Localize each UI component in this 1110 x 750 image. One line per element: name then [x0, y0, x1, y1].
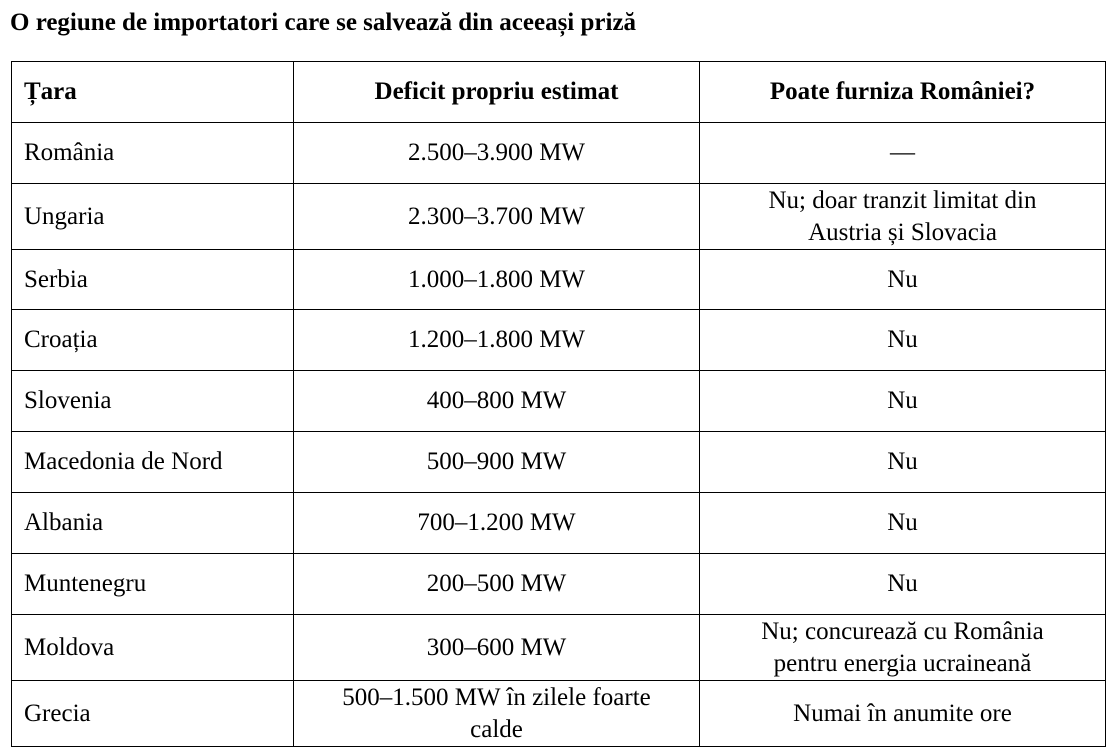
country-cell: Albania [11, 492, 294, 554]
supply-cell: Nu [699, 370, 1106, 432]
deficit-cell: 500–1.500 MW în zilele foarte calde [293, 680, 700, 747]
supply-cell: Nu [699, 309, 1106, 371]
deficit-cell: 2.500–3.900 MW [293, 122, 700, 184]
country-cell: Muntenegru [11, 553, 294, 615]
supply-cell: Nu [699, 492, 1106, 554]
supply-cell: — [699, 122, 1106, 184]
supply-cell: Numai în anumite ore [699, 680, 1106, 747]
deficit-cell: 400–800 MW [293, 370, 700, 432]
country-cell: Serbia [11, 249, 294, 310]
table-row: Serbia 1.000–1.800 MW Nu [11, 249, 1106, 310]
country-cell: Macedonia de Nord [11, 431, 294, 493]
deficit-cell: 500–900 MW [293, 431, 700, 493]
table-row: Grecia 500–1.500 MW în zilele foarte cal… [11, 680, 1106, 747]
header-deficit: Deficit propriu estimat [293, 61, 700, 123]
country-cell: Grecia [11, 680, 294, 747]
country-cell: România [11, 122, 294, 184]
deficit-cell: 300–600 MW [293, 614, 700, 681]
deficit-cell: 2.300–3.700 MW [293, 183, 700, 250]
supply-cell: Nu [699, 249, 1106, 310]
country-cell: Ungaria [11, 183, 294, 250]
country-cell: Moldova [11, 614, 294, 681]
header-country: Țara [11, 61, 294, 123]
country-cell: Croația [11, 309, 294, 371]
table-row: Moldova 300–600 MW Nu; concurează cu Rom… [11, 614, 1106, 681]
page-title: O regiune de importatori care se salveaz… [10, 9, 637, 36]
table-row: Macedonia de Nord 500–900 MW Nu [11, 431, 1106, 493]
table-row: Slovenia 400–800 MW Nu [11, 370, 1106, 432]
supply-cell: Nu; concurează cu România pentru energia… [699, 614, 1106, 681]
header-supply: Poate furniza României? [699, 61, 1106, 123]
table-row: România 2.500–3.900 MW — [11, 122, 1106, 184]
deficit-cell: 1.000–1.800 MW [293, 249, 700, 310]
table-row: Croația 1.200–1.800 MW Nu [11, 309, 1106, 371]
deficit-cell: 700–1.200 MW [293, 492, 700, 554]
country-cell: Slovenia [11, 370, 294, 432]
table-row: Muntenegru 200–500 MW Nu [11, 553, 1106, 615]
supply-cell: Nu [699, 431, 1106, 493]
deficit-cell: 200–500 MW [293, 553, 700, 615]
supply-cell: Nu; doar tranzit limitat din Austria și … [699, 183, 1106, 250]
table-row: Ungaria 2.300–3.700 MW Nu; doar tranzit … [11, 183, 1106, 250]
deficit-table: Țara Deficit propriu estimat Poate furni… [11, 61, 1106, 747]
deficit-cell: 1.200–1.800 MW [293, 309, 700, 371]
table-row: Albania 700–1.200 MW Nu [11, 492, 1106, 554]
supply-cell: Nu [699, 553, 1106, 615]
table-header-row: Țara Deficit propriu estimat Poate furni… [11, 61, 1106, 123]
